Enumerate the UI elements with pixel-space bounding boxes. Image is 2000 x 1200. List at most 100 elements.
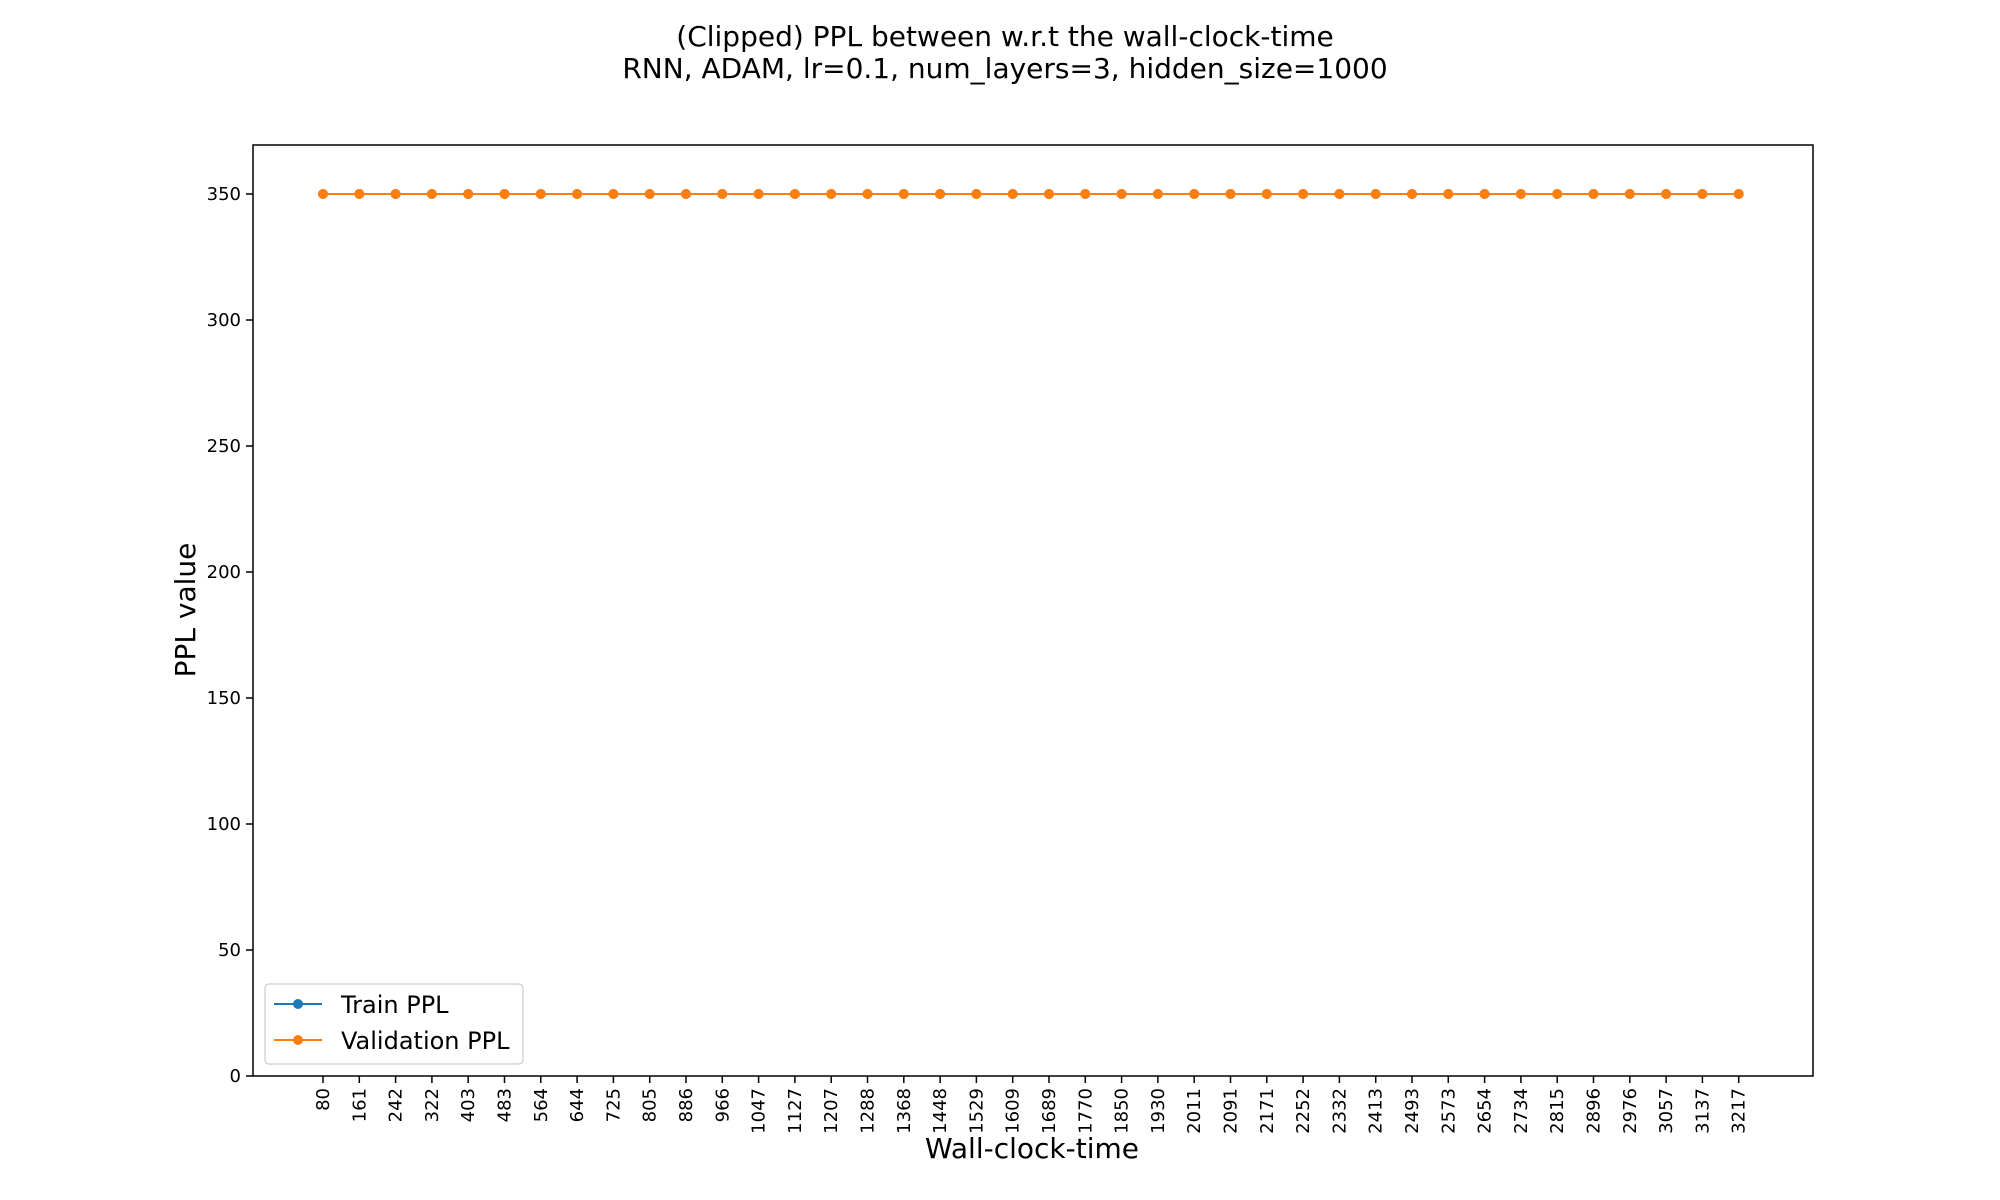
data-point (1407, 189, 1417, 199)
data-point (717, 189, 728, 199)
x-tick-label: 725 (603, 1088, 624, 1122)
plot-area-frame (252, 144, 1814, 1077)
data-point (318, 189, 328, 199)
y-tick-label: 50 (218, 940, 241, 961)
x-tick-label: 2332 (1329, 1088, 1350, 1134)
y-tick-label: 0 (230, 1066, 241, 1087)
data-point (1479, 189, 1490, 199)
x-tick-label: 1529 (966, 1088, 987, 1134)
x-tick-label: 1207 (821, 1088, 842, 1134)
data-point (862, 189, 873, 199)
x-tick-label: 2976 (1620, 1088, 1641, 1134)
chart-subtitle: RNN, ADAM, lr=0.1, num_layers=3, hidden_… (622, 52, 1387, 85)
data-point (1334, 189, 1345, 199)
data-point (935, 189, 946, 199)
data-point (1552, 189, 1563, 199)
data-point (1298, 189, 1309, 199)
x-tick-label: 1047 (749, 1088, 770, 1134)
x-axis-label: Wall-clock-time (925, 1132, 1139, 1165)
legend-train-marker (293, 999, 303, 1009)
x-tick-label: 1288 (858, 1088, 879, 1134)
data-point (1443, 189, 1454, 199)
x-tick-label: 3217 (1729, 1088, 1750, 1134)
x-tick-label: 2011 (1184, 1088, 1205, 1134)
data-point (1116, 189, 1127, 199)
x-tick-label: 1368 (894, 1088, 915, 1134)
legend-box (264, 983, 524, 1065)
data-point (826, 189, 837, 199)
legend-validation-label: Validation PPL (341, 1027, 510, 1055)
data-point (971, 189, 982, 199)
x-tick-label: 1770 (1075, 1088, 1096, 1134)
data-point (1697, 189, 1708, 199)
data-point (1588, 189, 1599, 199)
series-layer (318, 189, 1744, 199)
x-tick-label: 403 (458, 1088, 479, 1122)
data-point (1733, 189, 1744, 199)
x-axis: 80 161 242 322 403 483 564 644 725 805 886 966 1047 1… (313, 1076, 1750, 1134)
legend-train-label: Train PPL (340, 991, 449, 1019)
x-tick-label: 80 (313, 1088, 334, 1111)
y-tick-label: 300 (207, 310, 241, 331)
data-point (1007, 189, 1018, 199)
data-point (1661, 189, 1672, 199)
x-tick-label: 2734 (1511, 1088, 1532, 1134)
data-point (1261, 189, 1272, 199)
data-point (753, 189, 764, 199)
x-tick-label: 2252 (1293, 1088, 1314, 1134)
data-point (608, 189, 619, 199)
data-point (1225, 189, 1236, 199)
x-tick-label: 644 (567, 1088, 588, 1122)
data-point (354, 189, 365, 199)
data-point (499, 189, 510, 199)
x-tick-label: 2171 (1257, 1088, 1278, 1134)
x-tick-label: 966 (712, 1088, 733, 1122)
x-tick-label: 322 (422, 1088, 443, 1122)
x-tick-label: 3057 (1656, 1088, 1677, 1134)
x-tick-label: 1689 (1039, 1088, 1060, 1134)
y-tick-label: 100 (207, 814, 241, 835)
data-point (572, 189, 583, 199)
x-tick-label: 1850 (1112, 1088, 1133, 1134)
x-tick-label: 1930 (1148, 1088, 1169, 1134)
x-tick-label: 2896 (1584, 1088, 1605, 1134)
x-tick-label: 242 (386, 1088, 407, 1122)
legend: Train PPL Validation PPL (264, 983, 524, 1065)
legend-validation-marker (293, 1035, 303, 1045)
x-tick-label: 2413 (1366, 1088, 1387, 1134)
data-point (1044, 189, 1054, 199)
y-axis-label: PPL value (169, 543, 202, 678)
x-tick-label: 2573 (1438, 1088, 1459, 1134)
y-axis: 0 50 100 150 200 250 300 350 (207, 184, 253, 1087)
x-tick-label: 1448 (930, 1088, 951, 1134)
x-tick-label: 1609 (1003, 1088, 1024, 1134)
y-tick-label: 150 (207, 688, 241, 709)
x-tick-label: 483 (495, 1088, 516, 1122)
x-tick-label: 161 (349, 1088, 370, 1122)
data-point (1515, 189, 1526, 199)
data-point (1189, 189, 1200, 199)
y-tick-label: 350 (207, 184, 241, 205)
chart-title: (Clipped) PPL between w.r.t the wall-clo… (676, 20, 1333, 53)
series-validation-ppl (318, 189, 1744, 199)
x-tick-label: 2815 (1547, 1088, 1568, 1134)
data-point (1080, 189, 1091, 199)
data-point (1624, 189, 1635, 199)
x-tick-label: 564 (531, 1088, 552, 1122)
data-point (463, 189, 474, 199)
data-point (1370, 189, 1381, 199)
data-point (535, 189, 546, 199)
data-point (644, 189, 655, 199)
x-tick-label: 886 (676, 1088, 697, 1122)
x-tick-label: 3137 (1692, 1088, 1713, 1134)
data-point (789, 189, 800, 199)
data-point (898, 189, 909, 199)
x-tick-label: 2091 (1221, 1088, 1242, 1134)
x-tick-label: 805 (640, 1088, 661, 1122)
data-point (426, 189, 437, 199)
x-tick-label: 1127 (785, 1088, 806, 1134)
y-tick-label: 200 (207, 562, 241, 583)
data-point (390, 189, 401, 199)
data-point (681, 189, 691, 199)
